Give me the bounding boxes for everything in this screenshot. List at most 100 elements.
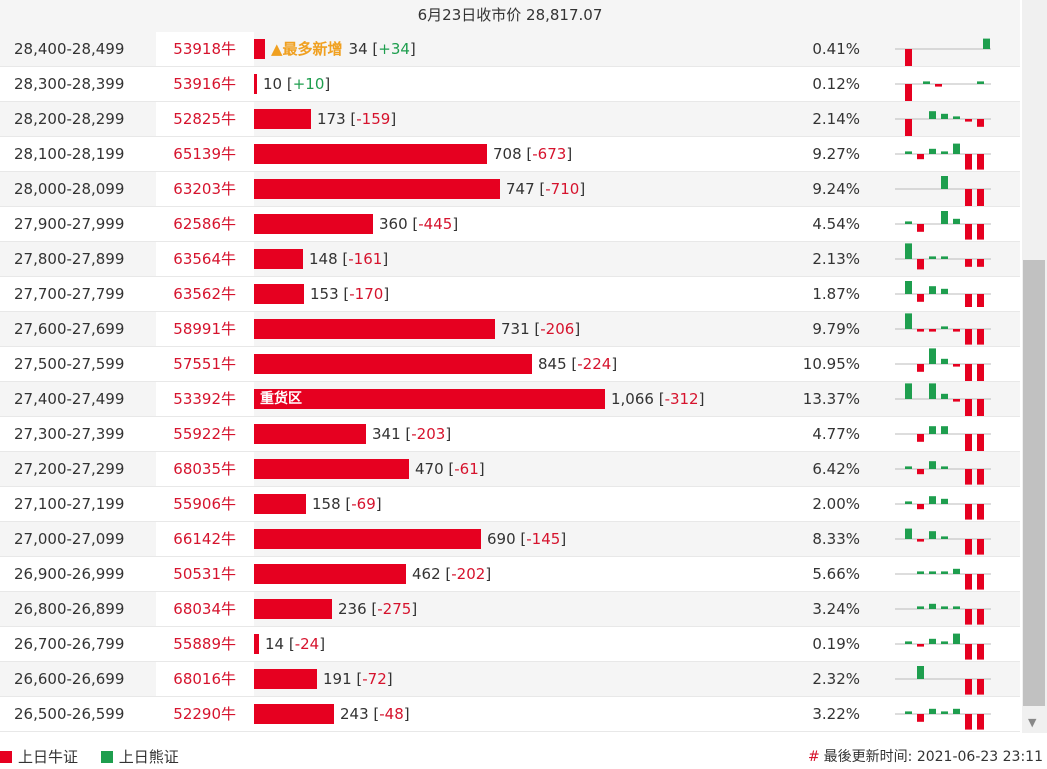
cbbc-code[interactable]: 63562牛 (173, 285, 236, 303)
quantity-value: 341 [-203] (372, 425, 452, 443)
sparkline-bear-bar (917, 571, 924, 574)
cbbc-code[interactable]: 52825牛 (173, 110, 236, 128)
cbbc-code[interactable]: 55889牛 (173, 635, 236, 653)
code-cell: 53392牛 (156, 382, 254, 416)
sparkline-bull-bar (917, 154, 924, 160)
quantity-value: 14 [-24] (265, 635, 326, 653)
sparkline-bear-bar (977, 81, 984, 84)
bull-swatch-icon (0, 751, 12, 763)
sparkline-bear-bar (905, 501, 912, 504)
table-row[interactable]: 27,300-27,399 55922牛 341 [-203] 4.77% (0, 417, 1020, 452)
history-sparkline (895, 211, 991, 240)
cbbc-code[interactable]: 53916牛 (173, 75, 236, 93)
sparkline-bull-bar (965, 294, 972, 307)
quantity-change: -72 (362, 670, 387, 688)
cbbc-code[interactable]: 65139牛 (173, 145, 236, 163)
code-cell: 63562牛 (156, 277, 254, 311)
table-row[interactable]: 27,100-27,199 55906牛 158 [-69] 2.00% (0, 487, 1020, 522)
sparkline-bear-bar (905, 243, 912, 259)
quantity-bar (254, 284, 304, 304)
percentage: 1.87% (812, 285, 860, 303)
history-sparkline (895, 143, 991, 170)
scroll-down-arrow-icon[interactable]: ▼ (1028, 716, 1037, 729)
table-row[interactable]: 28,300-28,399 53916牛 10 [+10] 0.12% (0, 67, 1020, 102)
sparkline-bear-bar (905, 641, 912, 644)
legend-bear: 上日熊证 (100, 748, 179, 766)
table-row[interactable]: 27,600-27,699 58991牛 731 [-206] 9.79% (0, 312, 1020, 347)
percentage: 3.24% (812, 600, 860, 618)
table-row[interactable]: 28,100-28,199 65139牛 708 [-673] 9.27% (0, 137, 1020, 172)
cbbc-code[interactable]: 68016牛 (173, 670, 236, 688)
table-row[interactable]: 26,800-26,899 68034牛 236 [-275] 3.24% (0, 592, 1020, 627)
table-row[interactable]: 28,000-28,099 63203牛 747 [-710] 9.24% (0, 172, 1020, 207)
quantity-change: -48 (379, 705, 404, 723)
sparkline-bull-bar (977, 504, 984, 520)
sparkline-bear-bar (953, 708, 960, 714)
quantity-value: 173 [-159] (317, 110, 397, 128)
table-row[interactable]: 26,700-26,799 55889牛 14 [-24] 0.19% (0, 627, 1020, 662)
cbbc-code[interactable]: 55906牛 (173, 495, 236, 513)
history-sparkline (895, 111, 991, 136)
cbbc-code[interactable]: 63564牛 (173, 250, 236, 268)
percentage: 2.14% (812, 110, 860, 128)
scrollbar-thumb[interactable] (1023, 260, 1045, 706)
cbbc-code[interactable]: 68034牛 (173, 600, 236, 618)
history-sparkline (895, 633, 991, 660)
sparkline-bull-bar (977, 714, 984, 730)
cbbc-code[interactable]: 55922牛 (173, 425, 236, 443)
sparkline-bear-bar (905, 528, 912, 539)
sparkline-bear-bar (929, 383, 936, 399)
scrollbar[interactable]: ▼ (1022, 0, 1047, 733)
cbbc-code[interactable]: 53918牛 (173, 40, 236, 58)
sparkline-bull-bar (965, 644, 972, 660)
quantity-change: -24 (294, 635, 320, 653)
cbbc-code[interactable]: 53392牛 (173, 390, 236, 408)
table-row[interactable]: 26,900-26,999 50531牛 462 [-202] 5.66% (0, 557, 1020, 592)
quantity-bar (254, 39, 265, 59)
cbbc-code[interactable]: 68035牛 (173, 460, 236, 478)
quantity-bar (254, 354, 532, 374)
sparkline-bear-bar (917, 666, 924, 679)
cbbc-code[interactable]: 50531牛 (173, 565, 236, 583)
table-row[interactable]: 27,500-27,599 57551牛 845 [-224] 10.95% (0, 347, 1020, 382)
price-range: 26,500-26,599 (14, 705, 125, 723)
table-row[interactable]: 26,500-26,599 52290牛 243 [-48] 3.22% (0, 697, 1020, 732)
percentage: 5.66% (812, 565, 860, 583)
history-sparkline (895, 603, 991, 625)
table-row[interactable]: 27,400-27,499 53392牛 重货区 1,066 [-312] 13.37% (0, 382, 1020, 417)
sparkline-bull-bar (965, 399, 972, 416)
code-cell: 66142牛 (156, 522, 254, 556)
cbbc-code[interactable]: 63203牛 (173, 180, 236, 198)
sparkline-bear-bar (941, 711, 948, 714)
table-row[interactable]: 27,900-27,999 62586牛 360 [-445] 4.54% (0, 207, 1020, 242)
table-row[interactable]: 28,400-28,499 53918牛 ▲最多新增 34 [+34] 0.41% (0, 32, 1020, 67)
distribution-table: 28,400-28,499 53918牛 ▲最多新增 34 [+34] 0.41% 28,… (0, 32, 1020, 732)
cbbc-code[interactable]: 62586牛 (173, 215, 236, 233)
sparkline-bear-bar (941, 358, 948, 364)
history-sparkline (895, 708, 991, 730)
sparkline-bull-bar (917, 364, 924, 372)
cbbc-code[interactable]: 58991牛 (173, 320, 236, 338)
percentage: 13.37% (802, 390, 860, 408)
sparkline-bull-bar (965, 154, 972, 170)
table-row[interactable]: 27,700-27,799 63562牛 153 [-170] 1.87% (0, 277, 1020, 312)
sparkline-bear-bar (941, 641, 948, 644)
sparkline-bull-bar (953, 364, 960, 367)
cbbc-code[interactable]: 52290牛 (173, 705, 236, 723)
cbbc-code[interactable]: 57551牛 (173, 355, 236, 373)
quantity-value: 148 [-161] (309, 250, 389, 268)
quantity-bar: 重货区 (254, 389, 605, 409)
table-row[interactable]: 27,000-27,099 66142牛 690 [-145] 8.33% (0, 522, 1020, 557)
cbbc-code[interactable]: 66142牛 (173, 530, 236, 548)
closing-price-header: 6月23日收市价 28,817.07 (0, 0, 1020, 32)
table-row[interactable]: 28,200-28,299 52825牛 173 [-159] 2.14% (0, 102, 1020, 137)
code-cell: 55889牛 (156, 627, 254, 661)
quantity-bar (254, 144, 487, 164)
quantity-change: -673 (532, 145, 567, 163)
table-row[interactable]: 27,800-27,899 63564牛 148 [-161] 2.13% (0, 242, 1020, 277)
table-row[interactable]: 27,200-27,299 68035牛 470 [-61] 6.42% (0, 452, 1020, 487)
sparkline-bear-bar (929, 461, 936, 469)
history-sparkline (895, 313, 991, 345)
table-row[interactable]: 26,600-26,699 68016牛 191 [-72] 2.32% (0, 662, 1020, 697)
code-cell: 68016牛 (156, 662, 254, 696)
